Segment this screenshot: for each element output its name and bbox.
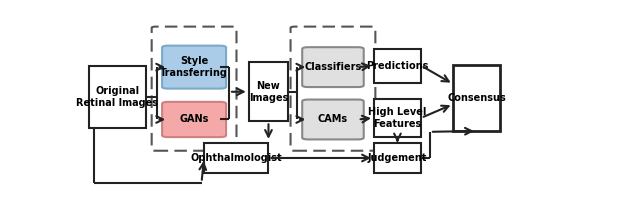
FancyBboxPatch shape [204, 143, 269, 173]
FancyBboxPatch shape [162, 46, 226, 89]
FancyBboxPatch shape [89, 66, 146, 128]
FancyBboxPatch shape [453, 65, 500, 131]
Text: Predictions: Predictions [366, 61, 429, 71]
Text: Ophthalmologist: Ophthalmologist [191, 153, 282, 163]
Text: Consensus: Consensus [447, 93, 506, 103]
Text: New
Images: New Images [249, 81, 288, 103]
FancyBboxPatch shape [374, 143, 421, 173]
FancyBboxPatch shape [302, 47, 364, 87]
Text: GANs: GANs [179, 114, 209, 124]
Text: CAMs: CAMs [318, 114, 348, 124]
Text: High Level
Features: High Level Features [368, 107, 427, 129]
FancyBboxPatch shape [374, 49, 421, 83]
FancyBboxPatch shape [162, 102, 226, 137]
Text: Judgement: Judgement [368, 153, 427, 163]
Text: Style
Transferring: Style Transferring [160, 56, 228, 78]
FancyBboxPatch shape [374, 99, 421, 137]
Text: Original
Retinal Images: Original Retinal Images [76, 86, 158, 108]
FancyBboxPatch shape [249, 62, 289, 121]
FancyBboxPatch shape [302, 100, 364, 139]
Text: Classifiers: Classifiers [305, 62, 362, 72]
